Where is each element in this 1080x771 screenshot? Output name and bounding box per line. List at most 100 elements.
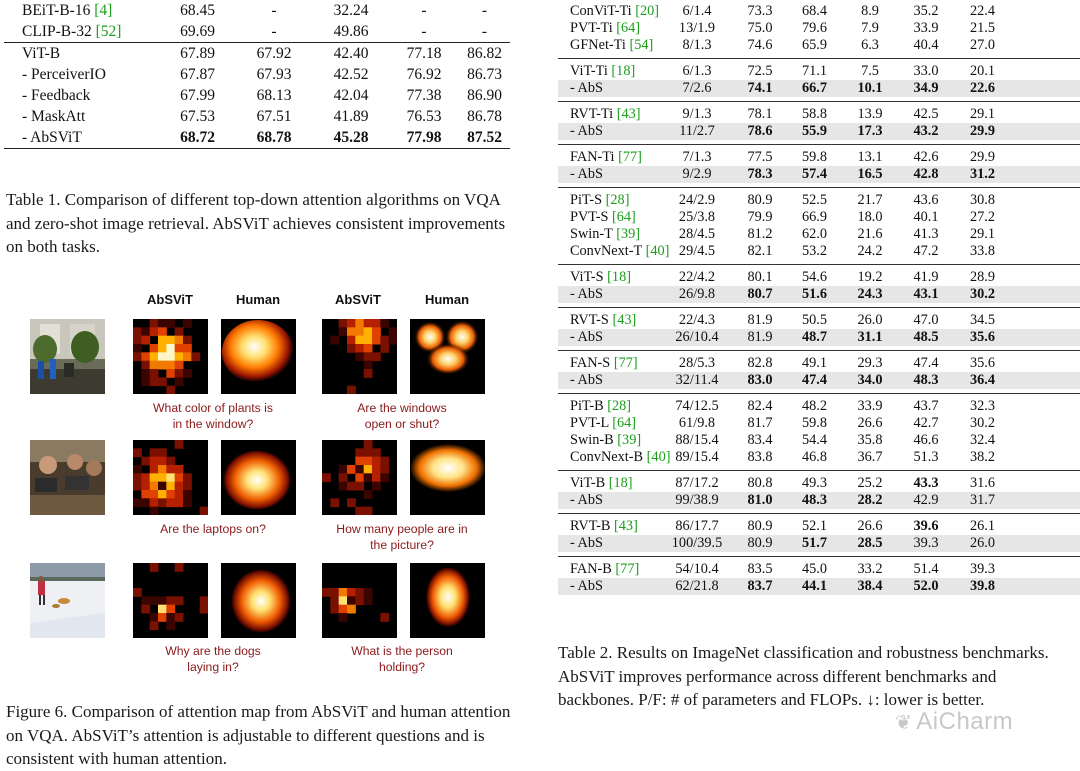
photo-plants-window [30,319,105,394]
heatmap-cell [363,319,373,328]
table-2-cell: 29.3 [857,355,883,371]
heatmap-cell [347,335,356,345]
table-2-cell: 80.9 [747,192,773,208]
heatmap-cell [158,344,167,353]
table-2-cell: 62/21.8 [675,578,719,594]
heatmap-cell [363,490,373,499]
table-1-cell: 86.73 [467,66,502,83]
human-heatmap-dogs [221,563,296,638]
table-2-abs-row: - AbS 26/10.4 81.9 48.7 31.1 48.5 35.6 [558,329,1080,346]
table-2-cell: 51.4 [913,561,939,577]
table-2-cell: 30.2 [969,286,996,302]
table-2-row: Swin-B [39] 88/15.4 83.4 54.4 35.8 46.6 32.4 [558,432,1080,449]
table-2-cell: 81.0 [747,492,773,508]
heatmap-cell [174,369,184,378]
table-2-cell: 86/17.7 [675,518,719,534]
table-1-cell: 76.92 [406,66,442,83]
heatmap-cell [338,319,348,328]
heatmap-cell [330,335,340,345]
table-2-row: RVT-B [43] 86/17.7 80.9 52.1 26.6 39.6 26.1 [558,518,1080,535]
table-2-row: GFNet-Ti [54] 8/1.3 74.6 65.9 6.3 40.4 27.0 [558,37,1080,54]
heatmap-cell [166,456,176,466]
table-2-cell: 43.3 [913,475,939,491]
heatmap-cell [174,481,184,491]
table-1-row: - MaskAtt 67.53 67.51 41.89 76.53 86.78 [4,106,510,127]
table-2-cell: 72.5 [747,63,773,79]
human-heatmap-holding [410,563,485,638]
heatmap-cell [149,344,159,353]
table-2-abs-row: - AbS 100/39.5 80.9 51.7 28.5 39.3 26.0 [558,535,1080,552]
table-2-cell: 78.3 [747,166,773,182]
heatmap-cell [347,465,356,474]
heatmap-cell [158,481,167,491]
table-2-cell: 51.6 [801,286,828,302]
heatmap-cell [363,327,373,337]
table-2-method: PiT-B [28] [570,398,632,414]
table-2-group: RVT-Ti [43] 9/1.3 78.1 58.8 13.9 42.5 29.1- Ab… [558,101,1080,144]
heatmap-cell [149,473,159,483]
heatmap-cell [347,498,356,508]
table-2-cell: 87/17.2 [675,475,719,491]
table-2-cell: 43.6 [913,192,939,208]
heatmap-cell [149,596,159,606]
table-2-cell: 11/2.7 [679,123,715,139]
heatmap-cell [174,377,184,387]
heatmap-cell [141,369,151,378]
table-2-cell: 18.0 [857,209,883,225]
table-2-cell: 32.4 [969,432,996,448]
heatmap-cell [363,588,373,597]
table-2-cell: 46.8 [801,449,828,465]
table-2-cell: 61/9.8 [678,415,716,431]
table-1-cell: 86.82 [459,42,510,64]
photo-snow-dogs [30,563,105,638]
table-2-cell: 40.1 [913,209,939,225]
heatmap-cell [149,327,159,337]
table-2-method: FAN-Ti [77] [570,149,642,165]
table-2-row: RVT-Ti [43] 9/1.3 78.1 58.8 13.9 42.5 29.1 [558,106,1080,123]
table-2-method: Swin-B [39] [570,432,642,448]
heatmap-cell [174,465,184,474]
table-1-cell: 77.38 [406,87,442,104]
heatmap-cell [388,327,397,337]
table-1-cell: 86.90 [467,87,502,104]
table-2-cell: 33.0 [913,63,939,79]
table-1-row: - PerceiverIO 67.87 67.93 42.52 76.92 86.73 [4,64,510,85]
table-2-cell: 33.2 [857,561,883,577]
heatmap-cell [183,481,192,491]
heatmap-cell [363,360,373,370]
table-1-method: - Feedback [22,87,91,104]
table-2-caption: Table 2. Results on ImageNet classificat… [558,643,1049,709]
table-2-cell: 28.9 [969,269,996,285]
heatmap-cell [355,473,365,483]
table-2-cell: 39.6 [913,518,939,534]
heatmap-cell [166,498,176,508]
table-1-method: CLIP-B-32 [52] [22,23,122,40]
heatmap-cell [174,596,184,606]
figure-6-caption: Figure 6. Comparison of attention map fr… [6,702,511,768]
table-1-cell: 87.52 [459,127,510,149]
table-2-cell: 47.2 [913,243,939,259]
table-2-cell: 74/12.5 [675,398,719,414]
table-2-cell: 81.2 [747,226,773,242]
table-2-row: FAN-B [77] 54/10.4 83.5 45.0 33.2 51.4 39.3 [558,561,1080,578]
heatmap-cell [355,481,365,491]
table-2-cell: 48.5 [913,329,939,345]
absvit-heatmap-holding [322,563,397,638]
table-2-cell: 13/1.9 [678,20,716,36]
heatmap-cell [166,481,176,491]
table-1-cell: 67.53 [180,108,215,125]
table-2-cell: 36.7 [857,449,883,465]
heatmap-cell [166,360,176,370]
table-2-method: - AbS [570,329,603,345]
table-2-row: RVT-S [43] 22/4.3 81.9 50.5 26.0 47.0 34.5 [558,312,1080,329]
table-2-row: PiT-S [28] 24/2.9 80.9 52.5 21.7 43.6 30.8 [558,192,1080,209]
table-2-cell: 31.6 [969,475,996,491]
table-2-cell: 62.0 [801,226,828,242]
table-2-cell: 29.1 [969,226,996,242]
table-2-cell: 27.2 [969,209,996,225]
heatmap-cell [158,360,167,370]
heatmap-cell [363,352,373,362]
table-1-cell: 42.40 [313,42,389,64]
heatmap-cell [166,465,176,474]
table-2-cell: 42.5 [913,106,939,122]
